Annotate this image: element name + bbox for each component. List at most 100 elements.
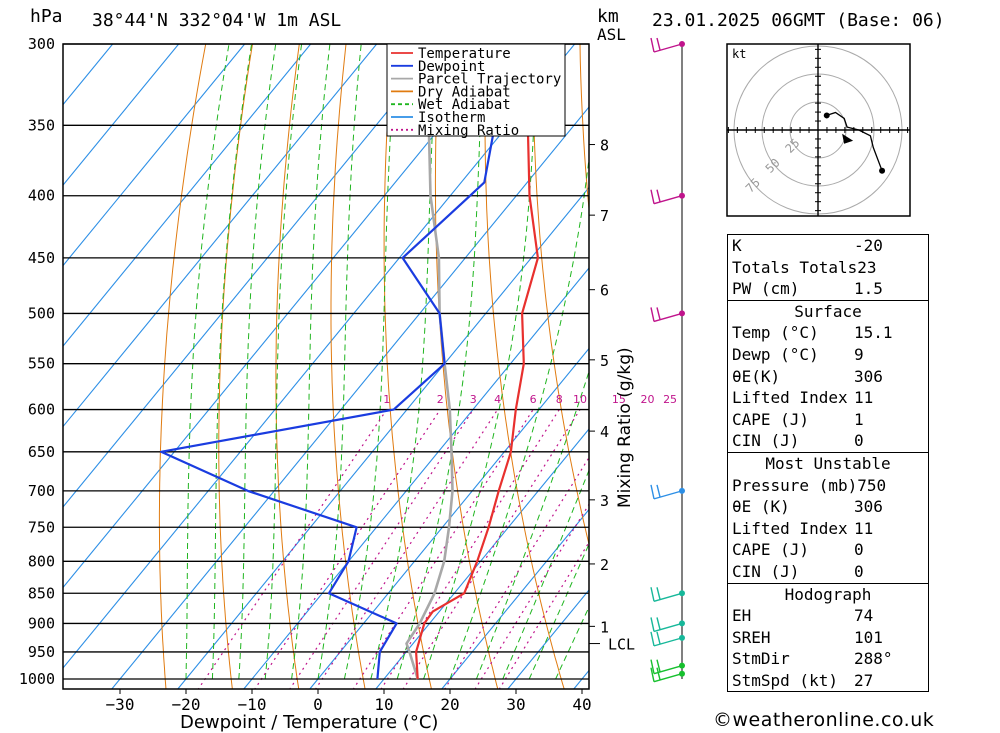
index-row: K -20 bbox=[728, 235, 928, 257]
index-label: StmDir bbox=[732, 649, 790, 669]
dewpoint-line bbox=[160, 44, 530, 680]
index-label: θE (K) bbox=[732, 497, 790, 517]
height-tick-label: 1 bbox=[600, 618, 609, 636]
mixing-ratio-line bbox=[402, 409, 581, 689]
temp-tick-label: 40 bbox=[572, 695, 591, 714]
mixing-ratio-line bbox=[254, 409, 441, 689]
wind-barb-staff bbox=[653, 592, 683, 602]
hodograph-start-dot bbox=[823, 112, 830, 119]
mixing-ratio-line bbox=[444, 456, 589, 689]
isotherm-line bbox=[63, 44, 444, 508]
pressure-tick-label: 500 bbox=[28, 304, 55, 322]
pressure-tick-label: 900 bbox=[28, 614, 55, 632]
index-row: θE(K) 306 bbox=[728, 366, 928, 388]
index-value: 0 bbox=[854, 540, 864, 560]
wet-adiabat-line bbox=[317, 44, 362, 680]
mixing-ratio-line bbox=[498, 541, 589, 689]
dry-adiabat-line bbox=[275, 44, 300, 689]
index-label: CIN (J) bbox=[732, 431, 800, 451]
legend-label: Isotherm bbox=[418, 110, 485, 126]
legend-label: Parcel Trajectory bbox=[418, 72, 561, 88]
temp-tick-label: −20 bbox=[172, 695, 201, 714]
wet-adiabat-line bbox=[475, 370, 589, 680]
pressure-unit: hPa bbox=[30, 6, 63, 27]
index-row: Pressure (mb) 750 bbox=[728, 475, 928, 497]
wind-barb-staff bbox=[653, 312, 683, 323]
location-title: 38°44'N 332°04'W 1m ASL bbox=[92, 10, 342, 31]
pressure-tick-label: 450 bbox=[28, 249, 55, 267]
wind-barb-staff bbox=[653, 490, 683, 500]
pressure-tick-label: 550 bbox=[28, 355, 55, 373]
index-row: θE (K) 306 bbox=[728, 496, 928, 518]
mixing-ratio-label: 2 bbox=[437, 393, 444, 406]
index-row: PW (cm) 1.5 bbox=[728, 278, 928, 300]
index-value: 11 bbox=[854, 388, 874, 408]
index-label: Totals Totals bbox=[732, 257, 858, 277]
index-label: SREH bbox=[732, 627, 771, 647]
index-value: 15.1 bbox=[854, 323, 893, 343]
isotherm-line bbox=[63, 44, 114, 106]
wind-barb-flag bbox=[656, 307, 661, 320]
height-tick-label: 2 bbox=[600, 556, 609, 574]
index-value: 0 bbox=[854, 561, 864, 581]
wind-barb-flag bbox=[650, 617, 655, 632]
index-value: 1.5 bbox=[854, 279, 883, 299]
index-row: CIN (J) 0 bbox=[728, 561, 928, 583]
pressure-tick-label: 350 bbox=[28, 116, 55, 134]
x-axis-label: Dewpoint / Temperature (°C) bbox=[180, 712, 438, 733]
dry-adiabat-line bbox=[484, 44, 565, 689]
index-label: EH bbox=[732, 606, 752, 626]
isotherm-line bbox=[375, 428, 589, 689]
pressure-tick-label: 750 bbox=[28, 518, 55, 536]
pressure-tick-label: 850 bbox=[28, 584, 55, 602]
index-label: Lifted Index bbox=[732, 518, 848, 538]
index-label: θE(K) bbox=[732, 366, 781, 386]
isotherm-line bbox=[63, 44, 180, 186]
index-row: CAPE (J) 0 bbox=[728, 539, 928, 561]
pressure-tick-label: 1000 bbox=[19, 670, 55, 688]
wind-barb-flag bbox=[656, 37, 661, 51]
pressure-tick-label: 950 bbox=[28, 643, 55, 661]
wind-barb-flag bbox=[650, 484, 655, 500]
pressure-tick-label: 300 bbox=[28, 35, 55, 53]
dry-adiabat-line bbox=[330, 44, 366, 689]
wet-adiabat-line bbox=[264, 44, 303, 680]
isotherm-line bbox=[441, 508, 589, 689]
index-value: 288° bbox=[854, 649, 893, 669]
parcel-trajectory-line bbox=[405, 44, 454, 680]
index-value: 306 bbox=[854, 497, 883, 517]
unstable-title: Most Unstable bbox=[728, 451, 928, 475]
temp-tick-label: 20 bbox=[440, 695, 459, 714]
wet-adiabat-line bbox=[528, 542, 589, 680]
wind-barb-staff bbox=[653, 195, 683, 205]
mixing-ratio-line bbox=[352, 409, 534, 689]
temp-tick-label: 10 bbox=[374, 695, 393, 714]
index-value: 750 bbox=[857, 475, 887, 495]
wind-barb-staff bbox=[653, 43, 683, 53]
index-value: 306 bbox=[854, 366, 883, 386]
dry-adiabat-line bbox=[434, 44, 499, 689]
pressure-tick-label: 600 bbox=[28, 401, 55, 419]
hodograph-end-dot bbox=[879, 167, 886, 174]
index-row: EH 74 bbox=[728, 605, 928, 627]
mixing-ratio-label: 8 bbox=[556, 393, 563, 406]
footer-credit: ©weatheronline.co.uk bbox=[713, 709, 935, 731]
wind-barb-flag bbox=[650, 307, 655, 322]
index-value: 23 bbox=[857, 257, 877, 277]
index-value: -20 bbox=[854, 236, 883, 255]
wet-adiabat-line bbox=[238, 44, 277, 680]
temp-tick-label: −10 bbox=[238, 695, 267, 714]
temp-tick-label: −30 bbox=[106, 695, 135, 714]
wind-barb-staff bbox=[653, 622, 683, 633]
index-value: 1 bbox=[854, 409, 864, 429]
index-label: PW (cm) bbox=[732, 279, 800, 299]
dry-adiabat-line bbox=[532, 44, 589, 547]
index-label: Pressure (mb) bbox=[732, 475, 858, 495]
index-value: 27 bbox=[854, 670, 874, 690]
mixing-ratio-label: 10 bbox=[573, 393, 587, 406]
wet-adiabat-line bbox=[423, 44, 539, 680]
dry-adiabat-line bbox=[947, 8, 1000, 705]
pressure-tick-label: 700 bbox=[28, 482, 55, 500]
index-value: 9 bbox=[854, 344, 864, 364]
